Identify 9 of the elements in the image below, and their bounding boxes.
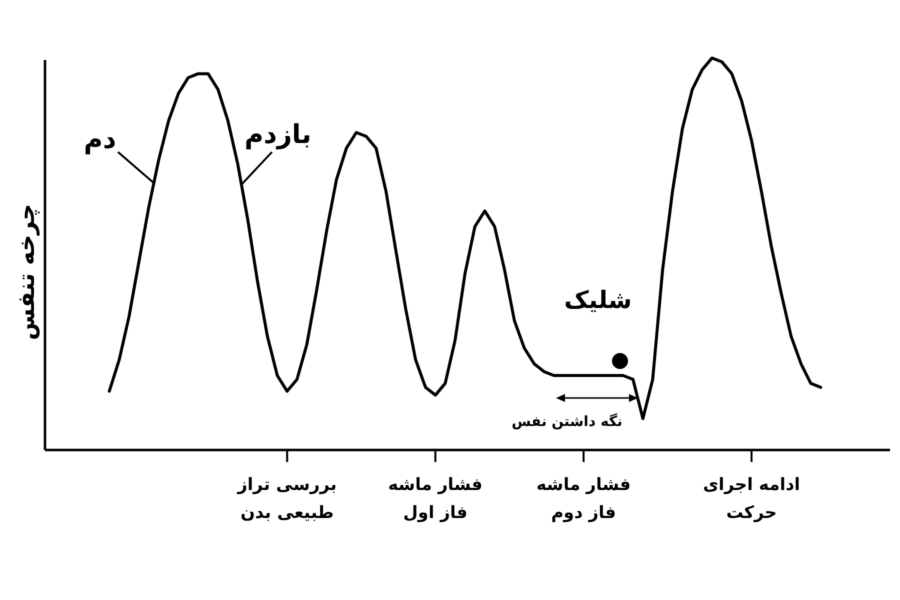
y-axis-title: چرخه تنفس bbox=[14, 204, 40, 340]
x-tick-label: ادامه اجرای حرکت bbox=[702, 475, 800, 523]
x-tick-label: بررسی تراز طبیعی بدن bbox=[236, 475, 337, 523]
annotation: شلیک bbox=[564, 286, 632, 314]
annotation: بازدم bbox=[244, 120, 312, 150]
x-tick-label: فشار ماشه فاز دوم bbox=[536, 475, 631, 523]
annotation: دم bbox=[84, 125, 116, 155]
annotation: نگه داشتن نفس bbox=[512, 413, 622, 430]
x-tick-label: فشار ماشه فاز اول bbox=[388, 475, 483, 523]
